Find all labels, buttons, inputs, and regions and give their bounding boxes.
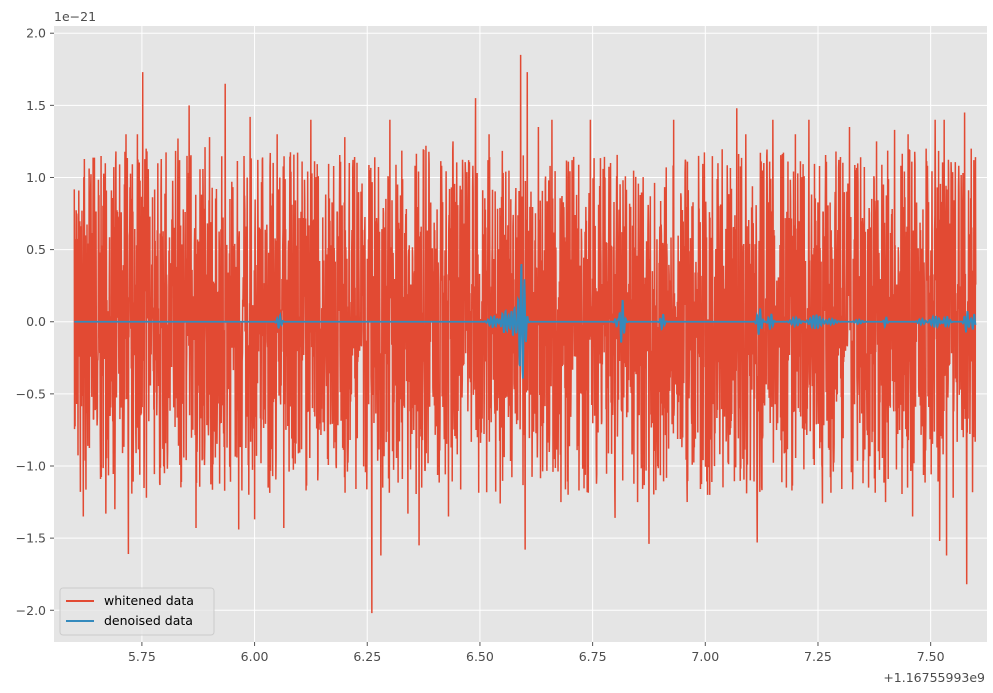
y-scale-label: 1e−21 (54, 9, 96, 24)
y-tick-label: 1.0 (26, 170, 46, 185)
x-tick-label: 6.00 (241, 649, 269, 664)
series-layer (73, 54, 977, 614)
x-tick-label: 7.25 (804, 649, 832, 664)
y-tick-label: −1.5 (16, 531, 46, 546)
y-tick-label: 2.0 (26, 26, 46, 41)
legend-label-denoised: denoised data (104, 613, 193, 628)
x-tick-label: 6.75 (579, 649, 607, 664)
x-offset-label: +1.16755993e9 (883, 670, 985, 685)
y-tick-label: −2.0 (16, 603, 46, 618)
y-tick-label: −0.5 (16, 386, 46, 401)
series-line-whitened (73, 54, 977, 614)
x-axis: 5.75 6.00 6.25 6.50 6.75 7.00 7.25 7.50 (128, 642, 945, 664)
x-tick-label: 7.00 (691, 649, 719, 664)
x-tick-label: 7.50 (917, 649, 945, 664)
y-axis: −2.0 −1.5 −1.0 −0.5 0.0 0.5 1.0 1.5 2.0 (16, 26, 54, 618)
y-tick-label: −1.0 (16, 459, 46, 474)
y-tick-label: 0.5 (26, 242, 46, 257)
legend-box (59, 587, 215, 636)
x-tick-label: 6.50 (466, 649, 494, 664)
y-tick-label: 0.0 (26, 314, 46, 329)
x-tick-label: 6.25 (353, 649, 381, 664)
y-tick-label: 1.5 (26, 98, 46, 113)
series-line-denoised (74, 263, 977, 379)
legend: whitened data denoised data (59, 587, 215, 636)
x-tick-label: 5.75 (128, 649, 156, 664)
legend-label-whitened: whitened data (104, 593, 194, 608)
